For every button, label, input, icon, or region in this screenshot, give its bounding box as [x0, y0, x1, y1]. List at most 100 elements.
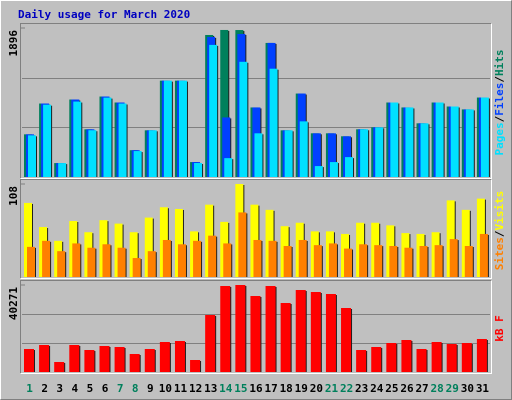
- bar: [177, 244, 186, 277]
- bar: [39, 344, 50, 372]
- panel-frame-light: [20, 23, 492, 179]
- bar: [356, 350, 367, 372]
- bar: [162, 239, 171, 277]
- x-tick-label: 6: [102, 382, 109, 395]
- bar: [148, 130, 157, 177]
- bar: [371, 347, 382, 372]
- x-tick-label: 25: [385, 382, 398, 395]
- bar: [479, 233, 488, 277]
- bar: [431, 341, 442, 372]
- bar: [58, 163, 67, 177]
- legend: Pages/Files/Hits: [493, 50, 506, 156]
- bar: [178, 80, 187, 177]
- x-tick-label: 5: [87, 382, 94, 395]
- bar: [268, 240, 277, 277]
- bar: [386, 342, 397, 372]
- legend-entry: Visits: [493, 191, 506, 231]
- bar: [375, 127, 384, 177]
- bar: [174, 208, 183, 277]
- x-tick-label: 4: [72, 382, 79, 395]
- legend-entry: kB F: [493, 315, 506, 342]
- bar: [401, 340, 412, 372]
- x-tick-label: 24: [370, 382, 384, 395]
- x-tick-label: 18: [280, 382, 293, 395]
- x-tick-label: 15: [234, 382, 247, 395]
- bar: [450, 106, 459, 177]
- legend-separator: /: [493, 115, 506, 122]
- bar: [190, 359, 201, 372]
- bar: [73, 101, 82, 177]
- bar: [265, 286, 276, 372]
- x-tick-label: 10: [159, 382, 172, 395]
- bar: [329, 162, 338, 177]
- bar: [54, 361, 65, 372]
- bar: [299, 121, 308, 177]
- x-tick-label: 3: [56, 382, 63, 395]
- bar: [253, 239, 262, 277]
- bar: [420, 123, 429, 177]
- x-tick-label: 9: [147, 382, 154, 395]
- bar: [174, 341, 185, 372]
- x-tick-label: 23: [355, 382, 368, 395]
- bar: [88, 130, 97, 177]
- x-tick-label: 20: [310, 382, 323, 395]
- x-tick-label: 29: [446, 382, 459, 395]
- bar: [72, 243, 81, 277]
- x-tick-label: 26: [400, 382, 414, 395]
- bar: [159, 341, 170, 372]
- bar: [239, 61, 248, 178]
- bar: [103, 97, 112, 177]
- x-tick-label: 31: [476, 382, 490, 395]
- bar: [280, 303, 291, 372]
- bar: [84, 350, 95, 372]
- bar: [283, 246, 292, 277]
- bar: [327, 133, 336, 177]
- panel-frame-dark: [20, 179, 492, 279]
- bar: [461, 342, 472, 372]
- x-tick-label: 1: [26, 382, 33, 395]
- bar: [312, 133, 321, 177]
- bar: [310, 291, 321, 372]
- y-max-label: 1896: [7, 30, 20, 57]
- bar: [345, 157, 354, 177]
- bar: [129, 353, 140, 372]
- panel-frame-dark: [20, 23, 492, 179]
- legend-entry: Sites: [493, 237, 506, 270]
- bar: [328, 243, 337, 277]
- legend-separator: /: [493, 230, 506, 237]
- legend: kB F: [493, 315, 506, 342]
- x-tick-label: 16: [249, 382, 263, 395]
- x-tick-label: 22: [340, 382, 353, 395]
- bar: [465, 109, 474, 177]
- bar: [295, 290, 306, 372]
- x-tick-label: 13: [204, 382, 217, 395]
- chart-title: Daily usage for March 2020: [18, 8, 190, 21]
- bar: [390, 102, 399, 177]
- bar: [434, 245, 443, 277]
- legend-separator: /: [493, 76, 506, 83]
- bar: [114, 347, 125, 372]
- bar: [446, 343, 457, 372]
- bar: [102, 244, 111, 277]
- x-tick-label: 19: [295, 382, 308, 395]
- bar: [269, 68, 278, 177]
- bar: [224, 158, 233, 177]
- bar: [344, 248, 353, 277]
- bar: [238, 212, 247, 277]
- bar: [476, 339, 487, 372]
- bar: [99, 346, 110, 372]
- bar: [132, 258, 141, 277]
- x-tick-label: 12: [189, 382, 202, 395]
- bar: [194, 163, 203, 177]
- bar: [133, 151, 142, 177]
- bar: [223, 243, 232, 277]
- bar: [360, 129, 369, 177]
- x-tick-label: 28: [431, 382, 444, 395]
- bar: [405, 107, 414, 177]
- bar: [24, 202, 32, 277]
- bar: [147, 251, 156, 277]
- bar: [284, 130, 293, 177]
- bar: [208, 235, 217, 277]
